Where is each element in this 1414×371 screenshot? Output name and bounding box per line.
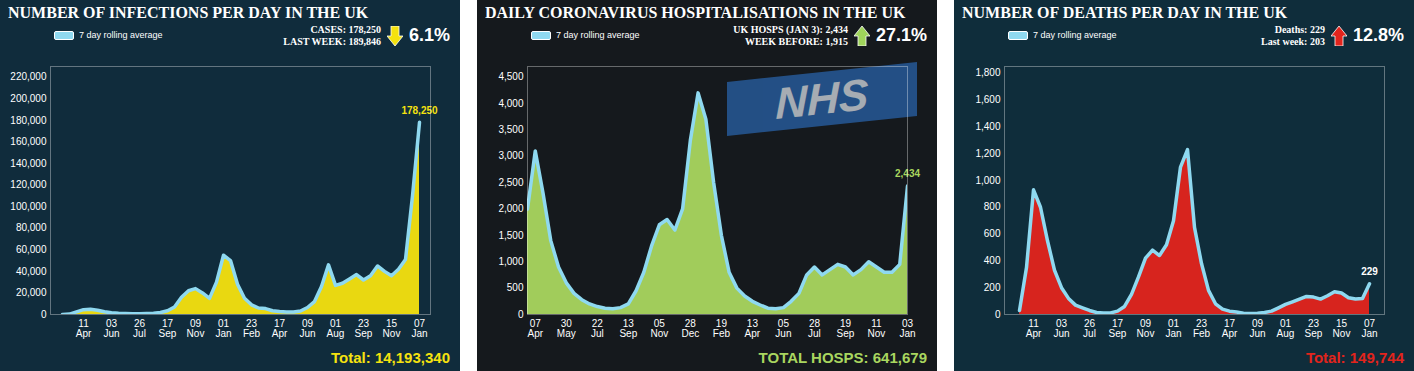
svg-text:13Sep: 13Sep: [619, 318, 637, 339]
svg-text:1,000: 1,000: [498, 256, 523, 267]
svg-text:17Apr: 17Apr: [1222, 318, 1238, 339]
svg-text:19Feb: 19Feb: [713, 318, 731, 339]
svg-text:01Jan: 01Jan: [215, 318, 231, 339]
svg-text:09Jun: 09Jun: [1249, 318, 1265, 339]
svg-text:19Sep: 19Sep: [837, 318, 855, 339]
svg-text:2,500: 2,500: [498, 177, 523, 188]
svg-text:01Aug: 01Aug: [327, 318, 345, 339]
svg-text:15Nov: 15Nov: [383, 318, 401, 339]
html-text:27.1%: 27.1%: [876, 25, 927, 45]
svg-text:07Jan: 07Jan: [411, 318, 427, 339]
svg-text:23Feb: 23Feb: [243, 318, 261, 339]
svg-text:140,000: 140,000: [10, 158, 47, 169]
svg-text:160,000: 160,000: [10, 136, 47, 147]
svg-text:200: 200: [984, 282, 1001, 293]
svg-text:1,000: 1,000: [975, 175, 1000, 186]
svg-text:1,600: 1,600: [975, 94, 1000, 105]
svg-text:80,000: 80,000: [16, 222, 47, 233]
svg-text:03Jun: 03Jun: [103, 318, 119, 339]
svg-text:229: 229: [1361, 266, 1378, 277]
svg-text:0: 0: [518, 309, 524, 320]
svg-text:0: 0: [41, 309, 47, 320]
svg-text:17Sep: 17Sep: [1109, 318, 1127, 339]
svg-text:22Jul: 22Jul: [591, 318, 604, 339]
svg-text:100,000: 100,000: [10, 201, 47, 212]
svg-text:09Nov: 09Nov: [1137, 318, 1155, 339]
html-text:Total: 149,744: Total: 149,744: [1305, 349, 1404, 366]
svg-text:2,434: 2,434: [895, 168, 920, 180]
svg-text:4,000: 4,000: [498, 98, 523, 109]
html-text:NHS: NHS: [775, 69, 869, 128]
svg-text:1,800: 1,800: [975, 67, 1000, 78]
svg-text:05Jun: 05Jun: [775, 318, 791, 339]
svg-text:01Jan: 01Jan: [1165, 318, 1181, 339]
html-text:Last week: 203: Last week: 203: [1261, 35, 1325, 47]
svg-text:15Nov: 15Nov: [1333, 318, 1351, 339]
svg-text:3,500: 3,500: [498, 124, 523, 135]
svg-text:2,000: 2,000: [498, 203, 523, 214]
svg-text:40,000: 40,000: [16, 266, 47, 277]
svg-text:23Feb: 23Feb: [1193, 318, 1211, 339]
svg-text:220,000: 220,000: [10, 71, 47, 82]
html-text:Total: 14,193,340: Total: 14,193,340: [331, 349, 450, 366]
svg-text:400: 400: [984, 255, 1001, 266]
svg-text:500: 500: [507, 282, 524, 293]
svg-text:26Jul: 26Jul: [1083, 318, 1096, 339]
svg-text:11Apr: 11Apr: [76, 318, 92, 339]
html-text:7 day rolling average: 7 day rolling average: [1033, 30, 1117, 40]
svg-text:60,000: 60,000: [16, 244, 47, 255]
html-text:UK HOSPS (JAN 3): 2,434: UK HOSPS (JAN 3): 2,434: [733, 24, 848, 35]
html-text:NUMBER OF INFECTIONS PER DAY I: NUMBER OF INFECTIONS PER DAY IN THE UK: [8, 4, 369, 21]
html-text:Deaths: 229: Deaths: 229: [1274, 24, 1325, 35]
svg-text:23Sep: 23Sep: [1305, 318, 1323, 339]
html-text:LAST WEEK: 189,846: LAST WEEK: 189,846: [283, 35, 381, 47]
svg-text:05Nov: 05Nov: [650, 318, 668, 339]
svg-text:28Jul: 28Jul: [808, 318, 821, 339]
svg-text:0: 0: [995, 309, 1001, 320]
svg-text:11Nov: 11Nov: [868, 318, 886, 339]
svg-text:13Apr: 13Apr: [745, 318, 761, 339]
svg-text:17Sep: 17Sep: [159, 318, 177, 339]
svg-text:178,250: 178,250: [401, 105, 438, 116]
svg-text:07Jan: 07Jan: [1361, 318, 1377, 339]
svg-text:3,000: 3,000: [498, 150, 523, 161]
svg-text:26Jul: 26Jul: [133, 318, 146, 339]
svg-text:180,000: 180,000: [10, 115, 47, 126]
html-text:TOTAL HOSPS: 641,679: TOTAL HOSPS: 641,679: [758, 349, 927, 366]
html-text:7 day rolling average: 7 day rolling average: [79, 30, 163, 40]
html-text:NUMBER OF DEATHS PER DAY IN TH: NUMBER OF DEATHS PER DAY IN THE UK: [962, 4, 1288, 21]
svg-text:1,500: 1,500: [498, 230, 523, 241]
html-text:DAILY CORONAVIRUS HOSPITALISAT: DAILY CORONAVIRUS HOSPITALISATIONS IN TH…: [485, 4, 906, 21]
svg-text:120,000: 120,000: [10, 179, 47, 190]
svg-text:09Nov: 09Nov: [187, 318, 205, 339]
svg-text:11Apr: 11Apr: [1026, 318, 1042, 339]
svg-text:03Jan: 03Jan: [899, 318, 915, 339]
svg-text:23Sep: 23Sep: [355, 318, 373, 339]
svg-text:28Dec: 28Dec: [681, 318, 699, 339]
svg-text:20,000: 20,000: [16, 287, 47, 298]
svg-text:30May: 30May: [557, 318, 576, 339]
svg-text:1,200: 1,200: [975, 148, 1000, 159]
svg-text:600: 600: [984, 228, 1001, 239]
html-text:CASES: 178,250: CASES: 178,250: [310, 24, 381, 35]
svg-text:09Jun: 09Jun: [299, 318, 315, 339]
svg-text:17Apr: 17Apr: [272, 318, 288, 339]
html-text:12.8%: 12.8%: [1353, 25, 1404, 45]
svg-text:03Jun: 03Jun: [1053, 318, 1069, 339]
html-text:7 day rolling average: 7 day rolling average: [556, 30, 640, 40]
html-text:WEEK BEFORE: 1,915: WEEK BEFORE: 1,915: [744, 35, 848, 47]
svg-text:1,400: 1,400: [975, 121, 1000, 132]
html-text:6.1%: 6.1%: [409, 25, 450, 45]
svg-text:200,000: 200,000: [10, 93, 47, 104]
svg-text:800: 800: [984, 201, 1001, 212]
svg-text:07Apr: 07Apr: [527, 318, 543, 339]
svg-text:01Aug: 01Aug: [1277, 318, 1295, 339]
svg-text:4,500: 4,500: [498, 71, 523, 82]
